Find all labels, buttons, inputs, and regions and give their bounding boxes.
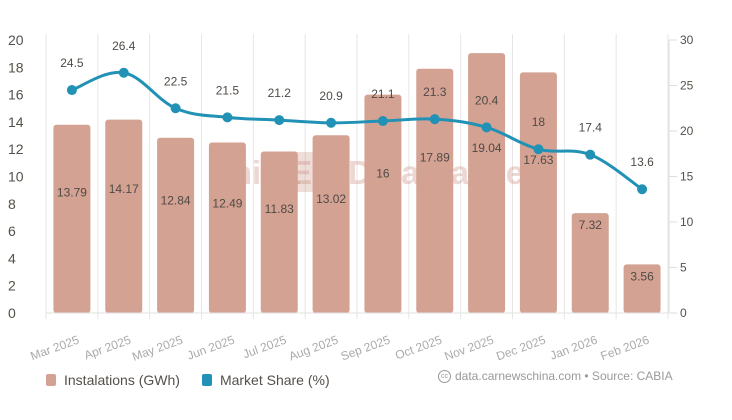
bar-data-label: 12.49 <box>212 196 242 210</box>
legend-swatch-market-share <box>201 374 212 386</box>
combo-chart: China EV DataTracker 0246810121416182005… <box>8 32 694 364</box>
line-point <box>377 115 388 126</box>
line-point <box>481 122 492 133</box>
bar-data-label: 16 <box>376 167 390 181</box>
bar <box>623 264 661 313</box>
line-point <box>533 144 544 155</box>
bar <box>312 135 350 313</box>
x-tick-label: Jul 2025 <box>241 333 289 362</box>
y-left-tick-label: 2 <box>8 278 16 294</box>
y-left-tick-label: 0 <box>8 305 16 321</box>
line-data-label: 26.4 <box>112 39 136 53</box>
y-left-tick-label: 4 <box>8 250 16 266</box>
line-data-label: 13.6 <box>630 155 654 169</box>
line-point <box>585 149 596 160</box>
legend-label-installations: Instalations (GWh) <box>64 372 180 388</box>
x-tick-label: Oct 2025 <box>393 333 444 363</box>
line-data-label: 18 <box>532 115 546 129</box>
bar <box>208 142 246 313</box>
line-point <box>170 103 181 114</box>
source-text: data.carnewschina.com • Source: CABIA <box>455 369 673 383</box>
y-right-tick-label: 15 <box>680 170 694 184</box>
bar <box>53 124 91 313</box>
x-tick-label: Jun 2025 <box>185 333 236 363</box>
line-series <box>66 67 648 195</box>
y-right-tick-label: 5 <box>680 261 687 275</box>
line-data-label: 24.5 <box>60 56 84 70</box>
line-data-label: 21.5 <box>216 83 240 97</box>
y-right-tick-label: 20 <box>680 124 694 138</box>
x-tick-label: Sep 2025 <box>339 333 392 364</box>
x-tick-label: Jan 2026 <box>548 333 599 363</box>
line-point <box>326 117 337 128</box>
bar-data-label: 7.32 <box>579 218 603 232</box>
x-tick-label: May 2025 <box>130 333 185 364</box>
bar <box>260 151 298 313</box>
line-data-label: 21.1 <box>371 87 395 101</box>
y-left-tick-label: 10 <box>8 169 24 185</box>
line-data-label: 17.4 <box>579 121 603 135</box>
line-data-label: 21.3 <box>423 85 447 99</box>
bar-data-label: 11.83 <box>265 202 294 216</box>
bar-data-label: 19.04 <box>472 141 502 155</box>
line-point <box>118 67 129 78</box>
bar <box>157 137 195 313</box>
y-right-tick-label: 30 <box>680 33 694 47</box>
bar-data-label: 17.89 <box>420 151 450 165</box>
legend-swatch-installations <box>46 374 56 386</box>
line-point <box>429 114 440 125</box>
legend-item-market-share[interactable]: Market Share (%) <box>201 372 330 388</box>
x-tick-label: Mar 2025 <box>29 333 82 364</box>
line-data-label: 22.5 <box>164 74 188 88</box>
y-left-tick-label: 6 <box>8 223 16 239</box>
legend: Instalations (GWh) Market Share (%) <box>46 372 330 388</box>
legend-label-market-share: Market Share (%) <box>219 372 330 388</box>
y-left-tick-label: 16 <box>8 87 24 103</box>
y-right-tick-label: 10 <box>680 215 694 229</box>
source-credit: cc data.carnewschina.com • Source: CABIA <box>438 369 673 383</box>
y-right-tick-label: 0 <box>680 306 687 320</box>
y-left-tick-label: 20 <box>8 32 24 48</box>
x-tick-label: Dec 2025 <box>494 333 547 364</box>
bar-data-label: 12.84 <box>161 193 191 207</box>
bar <box>468 53 506 313</box>
grid-lines <box>45 34 669 319</box>
bar <box>571 213 609 313</box>
x-tick-label: Feb 2026 <box>599 333 652 364</box>
bar-series <box>53 53 661 314</box>
x-tick-label: Apr 2025 <box>82 333 133 363</box>
bar-data-label: 14.17 <box>109 182 139 196</box>
y-right-tick-label: 25 <box>680 79 694 93</box>
line-data-label: 20.4 <box>475 93 499 107</box>
creative-commons-icon: cc <box>438 369 451 383</box>
bar <box>364 94 402 313</box>
x-tick-label: Aug 2025 <box>287 333 340 364</box>
line-point <box>274 115 285 126</box>
line-data-label: 20.9 <box>319 89 343 103</box>
bar-data-label: 13.79 <box>57 185 87 199</box>
bar <box>105 119 143 313</box>
data-labels: 13.79 14.17 12.84 12.49 11.83 13.02 16 17.89 19.… <box>57 39 654 284</box>
y-left-tick-label: 8 <box>8 196 16 212</box>
legend-item-installations[interactable]: Instalations (GWh) <box>46 372 180 388</box>
line-data-label: 21.2 <box>268 86 292 100</box>
x-tick-label: Nov 2025 <box>443 333 496 364</box>
bar-data-label: 3.56 <box>630 269 654 283</box>
y-left-tick-label: 14 <box>8 114 24 130</box>
line-point <box>222 112 233 123</box>
bar <box>519 72 557 314</box>
bar-data-label: 13.02 <box>316 192 346 206</box>
bar-data-label: 17.63 <box>523 153 553 167</box>
y-left-tick-label: 12 <box>8 141 24 157</box>
y-left-tick-label: 18 <box>8 59 24 75</box>
line-point <box>637 184 648 195</box>
line-point <box>66 85 77 96</box>
bar <box>416 68 454 313</box>
